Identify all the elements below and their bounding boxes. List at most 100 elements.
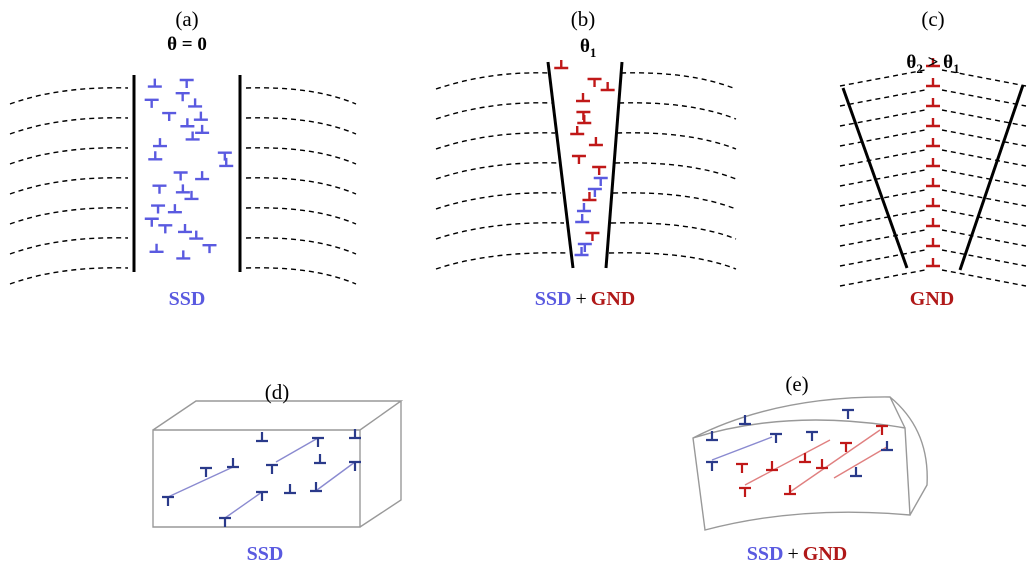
dislocation [881,441,893,452]
dislocation [178,223,193,234]
caption-gnd: GND [591,288,635,310]
lattice-plane [941,269,1027,287]
dislocation [175,92,190,102]
dislocation [876,424,888,435]
lattice-plane [618,102,737,120]
dislocation [167,204,182,214]
dislocation [144,217,159,227]
dislocation [158,224,173,234]
dislocation [926,158,940,168]
lattice-plane [245,87,357,105]
lattice-plane [839,249,926,267]
lattice-plane [839,149,926,167]
dislocation [152,184,167,194]
dislocation [587,77,602,87]
dislocation [147,78,162,88]
lattice-plane [9,87,129,105]
lattice-plane [839,169,926,187]
dislocation-line [224,491,263,519]
panel-label: (d) [265,380,290,404]
lattice-plane [435,102,553,120]
dislocation [179,78,194,88]
lattice-plane [839,69,926,87]
lattice-plane [435,192,562,210]
caption-gnd: GND [803,543,847,565]
lattice-plane [608,252,737,270]
dislocation [219,516,231,527]
dislocation [588,137,603,147]
angle-label: θ1 [580,36,596,60]
lattice-plane [839,89,926,107]
angle-subscript: 2 [916,61,923,76]
dislocation [577,242,592,252]
caption-ssd: SSD [535,288,572,310]
dislocation [736,462,748,473]
dislocation [217,151,232,161]
dislocation [162,111,177,122]
dislocation [184,190,199,201]
lattice-plane [435,162,559,180]
dislocation [576,203,591,213]
box [692,396,928,531]
panel-label: (e) [785,372,808,396]
caption: SSD + GND [747,543,847,565]
lattice-plane [435,132,556,150]
dislocation [310,482,322,493]
dislocation [571,154,586,164]
lattice-plane [614,162,737,180]
dislocation [766,461,778,472]
caption-ssd: SSD [747,543,784,565]
lattice-plane [245,147,357,165]
dislocation [151,204,166,214]
dislocation [219,157,234,168]
lattice-plane [839,269,926,287]
lattice-plane [941,169,1027,187]
dislocation [799,453,811,464]
dislocation [587,187,602,197]
lattice-plane [941,209,1027,227]
dislocation [189,230,204,240]
angle-symbol: θ [906,52,916,73]
dislocation-line [744,439,831,486]
caption: SSD [247,543,284,565]
angle-subscript: 1 [590,45,597,60]
lattice-plane [612,192,737,210]
lattice-plane [9,267,129,285]
dislocation [816,459,828,470]
angle-label: θ = 0 [167,34,207,55]
dislocation [176,250,191,260]
dislocation [770,432,782,443]
dislocation [585,231,600,241]
dislocation [284,484,296,495]
dislocation [312,436,324,447]
dislocation [706,460,718,471]
dislocation [926,58,940,68]
dislocation [349,460,361,471]
dislocation [582,192,597,202]
lattice-plane [839,109,926,127]
angle-relation: > [923,52,943,73]
dislocation-line [316,461,356,491]
dislocation [926,138,940,148]
dislocation [926,238,940,248]
lattice-plane [941,89,1027,107]
lattice-plane [245,267,357,285]
dislocation [149,243,164,253]
grain-boundary [546,61,575,269]
dislocation [193,111,208,121]
dislocation [195,124,210,135]
dislocation [574,247,589,257]
dislocation [266,463,278,474]
panel-label: (b) [571,7,596,31]
dislocation [554,60,569,70]
dislocation [256,432,268,443]
panel-label: (a) [175,7,198,31]
dislocation [256,490,268,501]
lattice-plane [9,237,129,255]
lattice-plane [435,72,550,90]
dislocation [926,198,940,208]
dislocation [926,98,940,108]
dislocation [739,415,751,426]
lattice-plane [839,209,926,227]
